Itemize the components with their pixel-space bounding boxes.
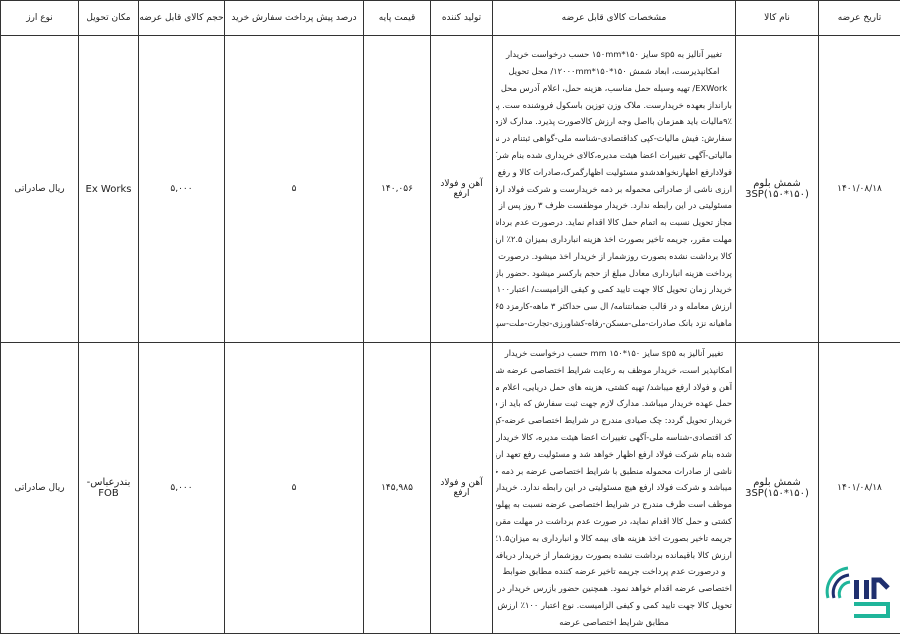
currency-cell: ریال صادراتی: [1, 343, 79, 634]
base-price-cell: ۱۴۵,۹۸۵: [364, 343, 431, 634]
spec-line: تغییر آنالیز به sp۵ سایز ۱۵۰*۱۵۰ mm حسب …: [496, 345, 732, 362]
signal-arc-inner: [839, 582, 850, 598]
spec-line: کد اقتصادی-شناسه ملی-آگهی تغییرات اعضا ه…: [496, 429, 732, 446]
spec-line: خریدار تحویل گردد: چک صیادی مندرج در شرا…: [496, 412, 732, 429]
prepay-cell: ۵: [225, 36, 364, 343]
header-volume: حجم کالای قابل عرضه: [139, 1, 225, 36]
spec-line: آهن و فولاد ارفع میباشد/ تهیه کشتی، هزین…: [496, 379, 732, 396]
spec-line: مهلت مقرر، جریمه تاخیر بصورت اخذ هزینه ا…: [496, 231, 732, 248]
spec-line: مسئولیتی در این رابطه ندارد. خریدار موظف…: [496, 197, 732, 214]
header-base-price: قیمت پایه: [364, 1, 431, 36]
spec-line: ۹٪مالیات باید همزمان بااصل وجه ارزش کالا…: [496, 113, 732, 130]
date-cell: ۱۴۰۱/۰۸/۱۸: [819, 36, 900, 343]
header-producer: تولید کننده: [431, 1, 493, 36]
spec-line: سفارش: فیش مالیات-کپی کداقتصادی-شناسه مل…: [496, 130, 732, 147]
product-name-cell: شمش بلوم (۱۵۰*۱۵۰)3SP: [736, 343, 819, 634]
spec-line: ارزش کالا باقیمانده برداشت نشده بصورت رو…: [496, 547, 732, 564]
spec-line: میباشد و شرکت فولاد ارفع هیچ مسئولیتی در…: [496, 479, 732, 496]
delivery-cell: بندرعباس-FOB: [79, 343, 139, 634]
spec-line: تحویل کالا جهت تایید کمی و کیفی الزامیست…: [496, 597, 732, 614]
spec-line: و درصورت عدم پرداخت جریمه تاخیر عرضه کنن…: [496, 563, 732, 580]
header-date: تاریخ عرضه: [819, 1, 900, 36]
spec-line: ناشی از صادرات محموله منطبق با شرایط اخت…: [496, 463, 732, 480]
header-spec: مشخصات کالای قابل عرضه: [493, 1, 736, 36]
kalakhabar-logo: [818, 558, 894, 620]
header-row: تاریخ عرضه نام کالا مشخصات کالای قابل عر…: [1, 1, 900, 36]
producer-cell: آهن و فولاد ارفع: [431, 343, 493, 634]
prepay-cell: ۵: [225, 343, 364, 634]
spec-line: جریمه تاخیر بصورت اخذ هزینه های بیمه کال…: [496, 530, 732, 547]
spec-line: کالا برداشت نشده بصورت روزشمار از خریدار…: [496, 248, 732, 265]
spec-line: امکانپذیر است، خریدار موظف به رعایت شرای…: [496, 362, 732, 379]
spec-line: اختصاصی عرضه اقدام خواهد نمود. همچنین حض…: [496, 580, 732, 597]
spec-line: کشتی و حمل کالا اقدام نماید، در صورت عدم…: [496, 513, 732, 530]
header-delivery: مکان تحویل: [79, 1, 139, 36]
spec-line: مالیاتی-آگهی تغییرات اعضا هیئت مدیره،کال…: [496, 147, 732, 164]
spec-line: بارانداز بعهده خریدارست. ملاک وزن توزین …: [496, 97, 732, 114]
spec-line: موظف است ظرف مندرج در شرایط اختصاصی عرضه…: [496, 496, 732, 513]
spec-line: خریدار زمان تحویل کالا جهت تایید کمی و ک…: [496, 281, 732, 298]
spec-line: شده بنام شرکت فولاد ارفع اظهار خواهد شد …: [496, 446, 732, 463]
spec-cell: تغییر آنالیز به sp۵ سایز ۱۵۰*۱۵۰ mm حسب …: [493, 343, 736, 634]
volume-cell: ۵,۰۰۰: [139, 343, 225, 634]
spec-line: مطابق شرایط اختصاصی عرضه: [496, 614, 732, 631]
base-price-cell: ۱۴۰,۰۵۶: [364, 36, 431, 343]
spec-cell: تغییر آنالیز به sp۵ سایز ۱۵۰*۱۵۰mm حسب د…: [493, 36, 736, 343]
spec-line: EXWork/ تهیه وسیله حمل مناسب، هزینه حمل،…: [496, 80, 732, 97]
header-prepay: درصد پیش پرداخت سفارش خرید: [225, 1, 364, 36]
header-name: نام کالا: [736, 1, 819, 36]
product-name-cell: شمش بلوم (۱۵۰*۱۵۰)3SP: [736, 36, 819, 343]
header-currency: نوع ارز: [1, 1, 79, 36]
spec-line: ماهیانه نزد بانک صادرات-ملی-مسکن-رفاه-کش…: [496, 315, 732, 332]
volume-cell: ۵,۰۰۰: [139, 36, 225, 343]
spec-line: مجاز تحویل نسبت به اتمام حمل کالا اقدام …: [496, 214, 732, 231]
spec-line: فولادارفع اظهارنخواهدشدو مسئولیت اظهارگم…: [496, 164, 732, 181]
currency-cell: ریال صادراتی: [1, 36, 79, 343]
spec-line: امکانپذیرست، ابعاد شمش ۱۵۰*۱۵۰*۱۲۰۰۰mm/ …: [496, 63, 732, 80]
spec-line: ارزش معامله و در قالب ضمانتنامه/ ال سی ح…: [496, 298, 732, 315]
spec-line: پرداخت هزینه انبارداری معادل مبلغ از حجم…: [496, 265, 732, 282]
spec-line: تغییر آنالیز به sp۵ سایز ۱۵۰*۱۵۰mm حسب د…: [496, 46, 732, 63]
delivery-cell: Ex Works: [79, 36, 139, 343]
spec-line: حمل عهده خریدار میباشد. مدارک لازم جهت ث…: [496, 395, 732, 412]
spec-line: ارزی ناشی از صادراتی محموله بر ذمه خریدا…: [496, 181, 732, 198]
producer-cell: آهن و فولاد ارفع: [431, 36, 493, 343]
